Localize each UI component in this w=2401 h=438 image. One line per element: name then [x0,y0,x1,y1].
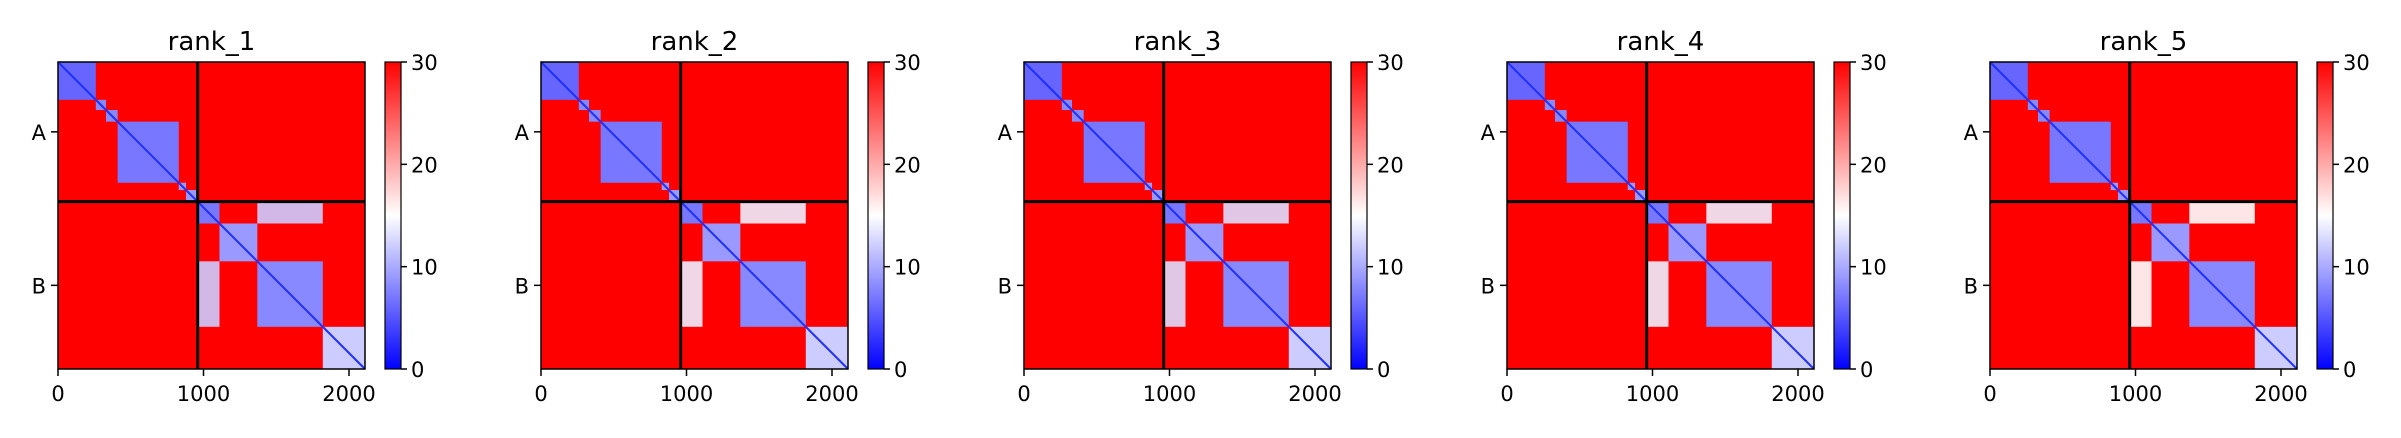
heatmap-offdiag-block [1223,201,1289,224]
heatmap-offdiag-block [1646,261,1669,327]
colorbar [1350,61,1368,370]
heatmap-offdiag-block [680,261,703,327]
colorbar-tick-label: 30 [1377,51,1404,75]
y-tick-label: B [32,274,46,298]
heatmap-frame [1506,61,1815,370]
x-tick-label: 0 [1500,382,1513,406]
heatmap-offdiag-block [197,261,220,327]
colorbar-tick-label: 0 [411,358,424,382]
colorbar-tick-label: 10 [894,256,921,280]
heatmap-offdiag-block [2129,261,2152,327]
x-tick-label: 0 [51,382,64,406]
y-tick-label: B [1481,274,1495,298]
pae-panel-3: rank_3 0 1000 2000 A B 0 10 20 30 [998,27,1404,406]
x-tick-label: 1000 [1626,382,1679,406]
heatmap-frame [1023,61,1332,370]
y-tick-label: A [998,121,1013,145]
colorbar [1833,61,1851,370]
x-tick-label: 2000 [1771,382,1824,406]
heatmap-frame [1989,61,2298,370]
x-tick-label: 1000 [177,382,230,406]
heatmap-offdiag-block [740,201,806,224]
x-tick-label: 0 [1983,382,1996,406]
colorbar-tick-label: 20 [1377,153,1404,177]
panel-title: rank_1 [168,27,256,57]
pae-panel-5: rank_5 0 1000 2000 A B 0 10 20 30 [1964,27,2370,406]
colorbar-tick-label: 0 [2343,358,2356,382]
pae-panel-2: rank_2 0 1000 2000 A B 0 10 20 30 [515,27,921,406]
colorbar [384,61,402,370]
panel-title: rank_4 [1617,27,1705,57]
y-tick-label: A [32,121,47,145]
x-tick-label: 0 [534,382,547,406]
heatmap-offdiag-block [1706,201,1772,224]
heatmap-diagonal [1989,61,2298,370]
colorbar-tick-label: 10 [1377,256,1404,280]
x-tick-label: 1000 [1143,382,1196,406]
heatmap-diagonal [540,61,849,370]
heatmap-diagonal [1506,61,1815,370]
colorbar-tick-label: 0 [1860,358,1873,382]
colorbar [2316,61,2334,370]
colorbar-tick-label: 30 [2343,51,2370,75]
y-tick-label: B [515,274,529,298]
colorbar [867,61,885,370]
heatmap-frame [540,61,849,370]
panel-title: rank_2 [651,27,739,57]
colorbar-tick-label: 20 [2343,153,2370,177]
colorbar-tick-label: 30 [411,51,438,75]
x-tick-label: 1000 [2109,382,2162,406]
x-tick-label: 2000 [2254,382,2307,406]
y-tick-label: A [1964,121,1979,145]
colorbar-tick-label: 10 [1860,256,1887,280]
heatmap-diagonal [1023,61,1332,370]
y-tick-label: B [998,274,1012,298]
y-tick-label: B [1964,274,1978,298]
pae-panel-1: rank_1 0 1000 2000 A B 0 10 20 30 [32,27,438,406]
colorbar-tick-label: 20 [411,153,438,177]
colorbar-tick-label: 30 [894,51,921,75]
x-tick-label: 2000 [805,382,858,406]
heatmap-offdiag-block [1163,261,1186,327]
panel-title: rank_5 [2100,27,2188,57]
colorbar-tick-label: 20 [1860,153,1887,177]
pae-panel-4: rank_4 0 1000 2000 A B 0 10 20 30 [1481,27,1887,406]
colorbar-tick-label: 10 [2343,256,2370,280]
colorbar-tick-label: 10 [411,256,438,280]
panel-title: rank_3 [1134,27,1222,57]
x-tick-label: 2000 [322,382,375,406]
x-tick-label: 2000 [1288,382,1341,406]
x-tick-label: 1000 [660,382,713,406]
colorbar-tick-label: 30 [1860,51,1887,75]
colorbar-tick-label: 0 [894,358,907,382]
y-tick-label: A [515,121,530,145]
colorbar-tick-label: 20 [894,153,921,177]
x-tick-label: 0 [1017,382,1030,406]
heatmap-frame [57,61,366,370]
heatmap-offdiag-block [257,201,323,224]
heatmap-diagonal [57,61,366,370]
y-tick-label: A [1481,121,1496,145]
heatmap-offdiag-block [2189,201,2255,224]
colorbar-tick-label: 0 [1377,358,1390,382]
